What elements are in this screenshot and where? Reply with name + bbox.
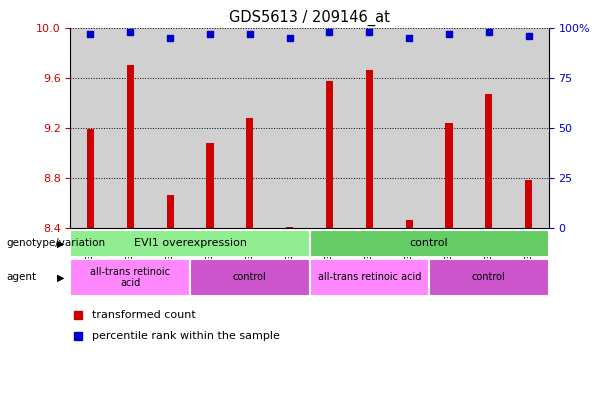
Text: genotype/variation: genotype/variation <box>6 238 105 248</box>
Text: EVI1 overexpression: EVI1 overexpression <box>134 238 246 248</box>
Point <box>484 28 494 35</box>
Bar <box>70 259 190 296</box>
Text: percentile rank within the sample: percentile rank within the sample <box>92 331 280 341</box>
Bar <box>207 143 213 228</box>
Bar <box>70 28 110 228</box>
Text: all-trans retinoic
acid: all-trans retinoic acid <box>90 266 170 288</box>
Bar <box>310 259 429 296</box>
Bar <box>406 220 413 228</box>
Bar <box>190 259 310 296</box>
Point <box>125 28 135 35</box>
Bar <box>286 227 293 228</box>
Point <box>364 28 374 35</box>
Bar <box>230 28 270 228</box>
Bar <box>127 65 134 228</box>
Text: control: control <box>472 272 506 282</box>
Bar <box>389 28 429 228</box>
Bar <box>485 94 492 228</box>
Bar <box>509 28 549 228</box>
Point <box>205 30 215 37</box>
Bar <box>310 230 549 257</box>
Bar <box>70 230 310 257</box>
Text: ▶: ▶ <box>57 272 64 282</box>
Bar <box>87 129 94 228</box>
Text: control: control <box>233 272 267 282</box>
Text: ▶: ▶ <box>57 238 64 248</box>
Point <box>86 30 96 37</box>
Text: transformed count: transformed count <box>92 310 196 320</box>
Bar <box>349 28 389 228</box>
Bar <box>310 28 349 228</box>
Bar <box>525 180 532 228</box>
Bar <box>429 28 469 228</box>
Bar <box>270 28 310 228</box>
Bar <box>246 118 253 228</box>
Point <box>524 32 533 39</box>
Bar <box>110 28 150 228</box>
Point <box>284 35 294 41</box>
Point <box>325 28 335 35</box>
Bar <box>469 28 509 228</box>
Text: agent: agent <box>6 272 36 282</box>
Bar <box>366 70 373 228</box>
Text: control: control <box>409 238 449 248</box>
Text: all-trans retinoic acid: all-trans retinoic acid <box>318 272 421 282</box>
Point <box>166 35 175 41</box>
Bar <box>190 28 230 228</box>
Point <box>245 30 255 37</box>
Bar <box>326 81 333 228</box>
Bar <box>429 259 549 296</box>
Bar <box>446 123 452 228</box>
Bar <box>167 195 173 228</box>
Point <box>405 35 414 41</box>
Point <box>444 30 454 37</box>
Title: GDS5613 / 209146_at: GDS5613 / 209146_at <box>229 10 390 26</box>
Bar <box>150 28 190 228</box>
